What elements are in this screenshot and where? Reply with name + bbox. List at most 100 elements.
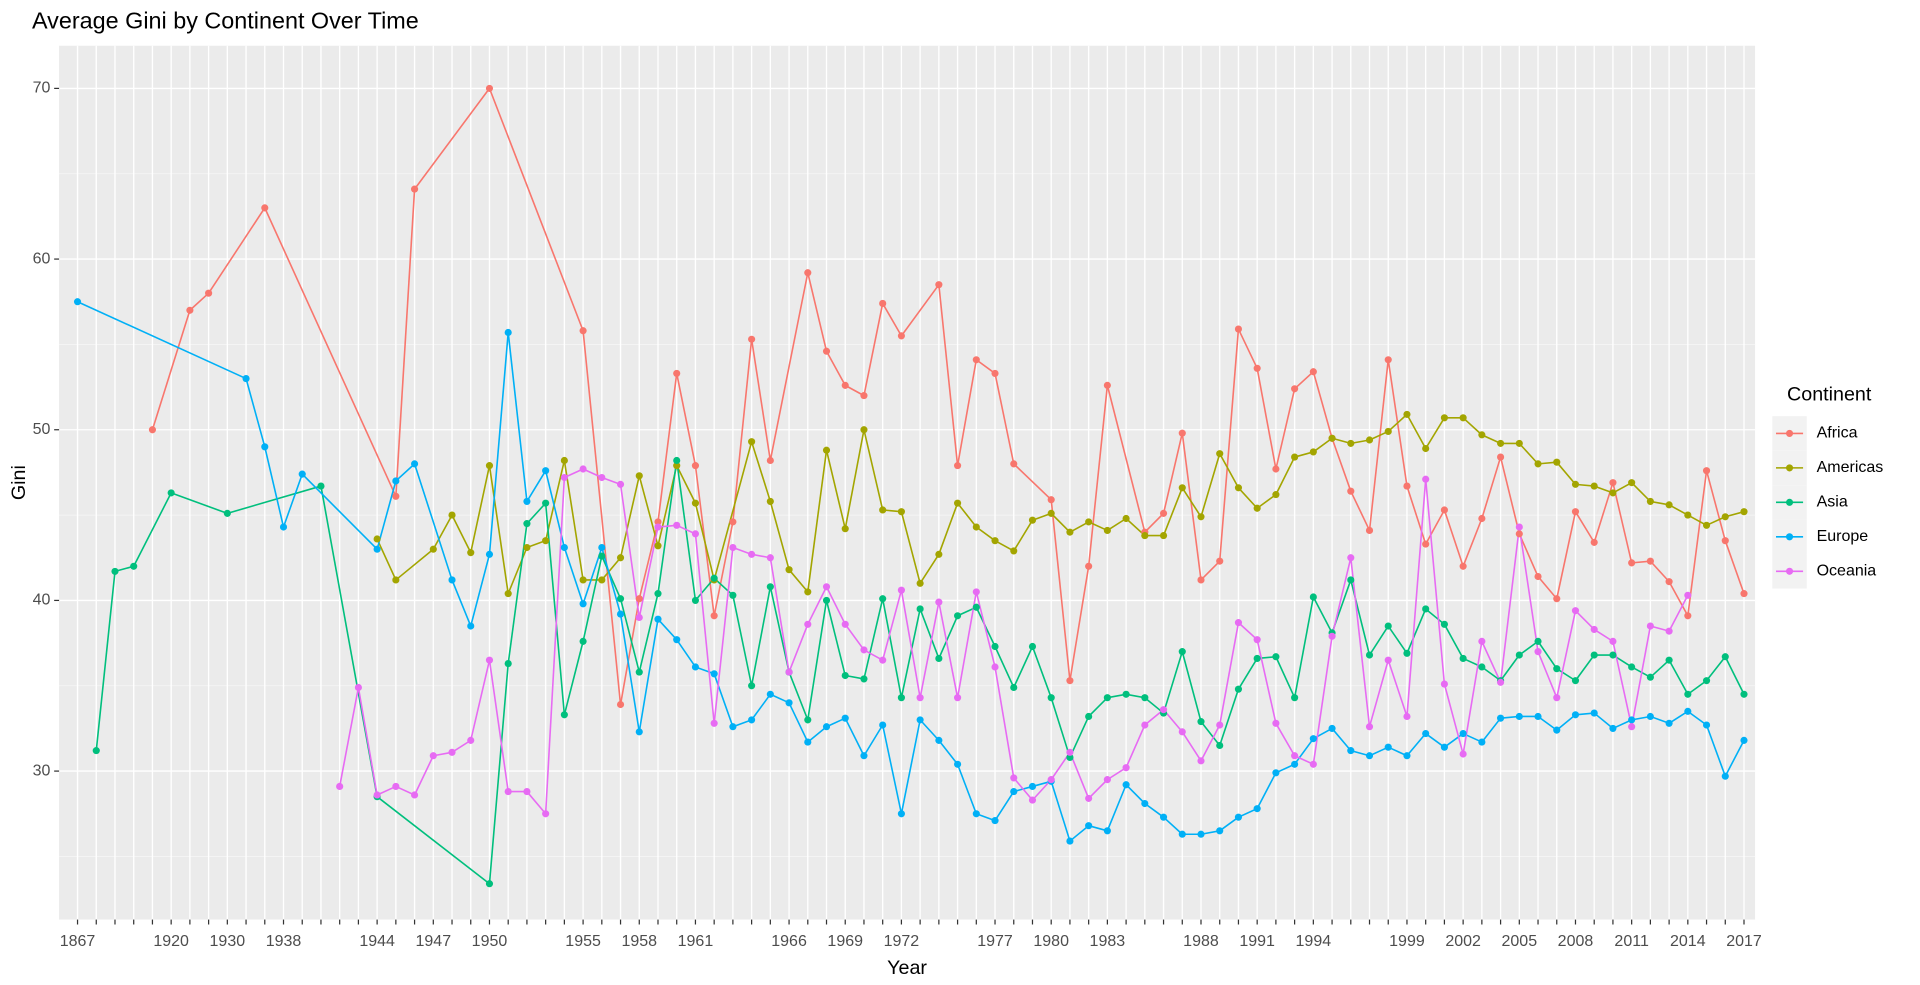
point bbox=[879, 299, 887, 308]
point bbox=[92, 747, 100, 755]
line-segment bbox=[1256, 772, 1277, 810]
point bbox=[1197, 513, 1205, 521]
point bbox=[1066, 528, 1074, 536]
point bbox=[1253, 654, 1261, 663]
point bbox=[785, 668, 793, 676]
point bbox=[1159, 509, 1168, 517]
line-segment bbox=[956, 591, 978, 698]
line-segment bbox=[1424, 479, 1446, 685]
point bbox=[1197, 718, 1205, 726]
line-segment bbox=[95, 571, 116, 751]
line-segment bbox=[526, 502, 547, 525]
line-segment bbox=[264, 207, 397, 497]
legend-point bbox=[1785, 429, 1794, 437]
point bbox=[972, 523, 980, 531]
point bbox=[635, 613, 643, 622]
line-segment bbox=[713, 673, 734, 727]
line-segment bbox=[1705, 470, 1727, 541]
line-segment bbox=[189, 292, 210, 311]
point bbox=[1328, 632, 1336, 640]
line-segment bbox=[975, 526, 996, 542]
x-tick-label: 1994 bbox=[1296, 933, 1332, 950]
point bbox=[1571, 711, 1580, 719]
line-segment bbox=[825, 350, 846, 386]
point bbox=[1066, 748, 1074, 756]
line-segment bbox=[1631, 482, 1651, 502]
point bbox=[654, 523, 662, 531]
x-tick-label: 1947 bbox=[416, 933, 452, 950]
line-segment bbox=[1425, 417, 1446, 449]
x-tick-label: 1920 bbox=[153, 933, 189, 950]
line-segment bbox=[900, 590, 921, 698]
line-segment bbox=[1200, 721, 1221, 746]
line-segment bbox=[1219, 816, 1239, 832]
line-segment bbox=[1013, 777, 1034, 801]
line-segment bbox=[1687, 679, 1708, 695]
line-segment bbox=[919, 608, 940, 659]
point bbox=[1702, 467, 1711, 475]
point bbox=[1085, 562, 1093, 570]
point bbox=[1609, 724, 1617, 732]
point bbox=[841, 671, 849, 680]
line-segment bbox=[956, 763, 978, 815]
point bbox=[1515, 530, 1523, 538]
point bbox=[1609, 651, 1617, 659]
point bbox=[1216, 741, 1224, 750]
line-segment bbox=[1162, 651, 1184, 714]
point bbox=[935, 736, 943, 744]
point bbox=[579, 327, 587, 335]
point bbox=[1291, 453, 1299, 461]
y-tick-label: 70 bbox=[33, 80, 51, 97]
point bbox=[1347, 487, 1355, 495]
line-segment bbox=[1499, 456, 1521, 535]
line-segment bbox=[900, 608, 921, 698]
point bbox=[1590, 482, 1598, 490]
point bbox=[1721, 537, 1729, 545]
point bbox=[1590, 538, 1598, 546]
line-segment bbox=[544, 460, 566, 541]
point bbox=[1459, 562, 1467, 570]
point bbox=[785, 699, 793, 707]
x-tick-label: 2014 bbox=[1670, 933, 1706, 950]
legend-title: Continent bbox=[1787, 383, 1872, 405]
line-segment bbox=[1724, 739, 1745, 777]
line-segment bbox=[1163, 816, 1183, 835]
point bbox=[748, 335, 756, 343]
point bbox=[654, 615, 662, 623]
line-segment bbox=[451, 739, 472, 753]
point bbox=[411, 460, 419, 468]
point bbox=[804, 588, 812, 596]
point bbox=[879, 721, 887, 729]
line-segment bbox=[1443, 509, 1464, 567]
point bbox=[822, 583, 831, 591]
point bbox=[841, 714, 849, 722]
point bbox=[841, 525, 849, 533]
line-segment bbox=[151, 310, 191, 430]
point bbox=[1403, 482, 1411, 490]
legend-label: Asia bbox=[1817, 494, 1848, 511]
point bbox=[860, 675, 868, 683]
line-segment bbox=[675, 373, 697, 466]
point bbox=[1010, 547, 1018, 555]
point bbox=[1553, 726, 1561, 734]
point bbox=[279, 523, 288, 531]
point bbox=[1740, 690, 1748, 698]
point bbox=[972, 810, 980, 818]
point bbox=[1178, 484, 1186, 492]
point bbox=[1553, 665, 1561, 673]
point bbox=[1534, 637, 1542, 645]
legend-point bbox=[1785, 533, 1794, 541]
line-segment bbox=[619, 475, 641, 558]
legend-point bbox=[1785, 498, 1794, 506]
line-segment bbox=[1537, 640, 1558, 670]
point bbox=[1422, 540, 1430, 548]
line-segment bbox=[1593, 628, 1614, 643]
point bbox=[1571, 480, 1580, 488]
point bbox=[1440, 743, 1448, 751]
line-segment bbox=[750, 339, 772, 461]
line-segment bbox=[1574, 654, 1595, 682]
point bbox=[223, 509, 231, 517]
line-segment bbox=[1574, 610, 1595, 630]
point bbox=[691, 596, 700, 604]
